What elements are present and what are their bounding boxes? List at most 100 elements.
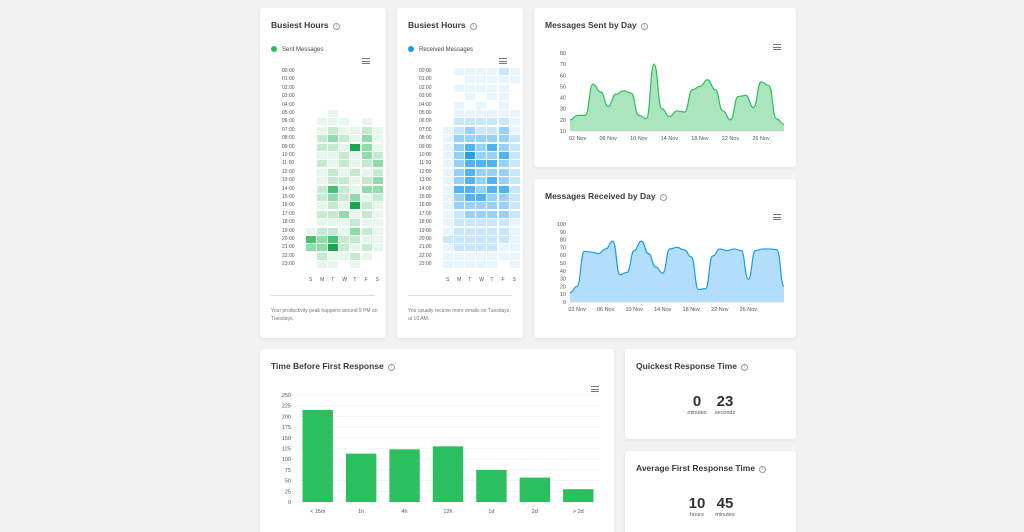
heatmap-cell[interactable] bbox=[509, 185, 520, 193]
heatmap-cell[interactable] bbox=[372, 261, 383, 269]
heatmap-cell[interactable] bbox=[361, 68, 372, 75]
heatmap-cell[interactable] bbox=[372, 84, 383, 92]
heatmap-cell[interactable] bbox=[306, 236, 316, 243]
heatmap-cell[interactable] bbox=[487, 152, 498, 159]
heatmap-cell[interactable] bbox=[350, 84, 361, 92]
heatmap-cell[interactable] bbox=[372, 110, 383, 117]
heatmap-cell[interactable] bbox=[372, 101, 383, 109]
heatmap-cell[interactable] bbox=[487, 135, 498, 143]
heatmap-cell[interactable] bbox=[361, 101, 372, 109]
heatmap-cell[interactable] bbox=[361, 219, 372, 227]
heatmap-cell[interactable] bbox=[454, 194, 465, 201]
heatmap-cell[interactable] bbox=[339, 252, 350, 260]
heatmap-cell[interactable] bbox=[361, 177, 372, 185]
info-icon[interactable]: i bbox=[469, 23, 477, 30]
heatmap-cell[interactable] bbox=[454, 118, 465, 126]
heatmap-cell[interactable] bbox=[487, 244, 498, 252]
heatmap-cell[interactable] bbox=[487, 168, 498, 176]
heatmap-cell[interactable] bbox=[498, 227, 509, 235]
heatmap-cell[interactable] bbox=[509, 244, 520, 252]
info-icon[interactable]: i bbox=[640, 23, 648, 30]
heatmap-cell[interactable] bbox=[306, 194, 316, 201]
heatmap-cell[interactable] bbox=[372, 143, 383, 151]
heatmap-cell[interactable] bbox=[339, 194, 350, 201]
heatmap-cell[interactable] bbox=[339, 244, 350, 252]
heatmap-cell[interactable] bbox=[509, 101, 520, 109]
heatmap-cell[interactable] bbox=[487, 236, 498, 243]
heatmap-cell[interactable] bbox=[509, 236, 520, 243]
heatmap-cell[interactable] bbox=[454, 202, 465, 210]
heatmap-cell[interactable] bbox=[361, 76, 372, 84]
heatmap-cell[interactable] bbox=[443, 252, 453, 260]
heatmap-cell[interactable] bbox=[454, 152, 465, 159]
heatmap-cell[interactable] bbox=[350, 177, 361, 185]
menu-icon[interactable] bbox=[773, 44, 781, 50]
heatmap-cell[interactable] bbox=[350, 110, 361, 117]
heatmap-cell[interactable] bbox=[361, 110, 372, 117]
heatmap-cell[interactable] bbox=[328, 194, 339, 201]
heatmap-cell[interactable] bbox=[476, 177, 487, 185]
heatmap-cell[interactable] bbox=[339, 84, 350, 92]
heatmap-cell[interactable] bbox=[476, 168, 487, 176]
heatmap-cell[interactable] bbox=[465, 202, 476, 210]
heatmap-cell[interactable] bbox=[339, 185, 350, 193]
heatmap-cell[interactable] bbox=[443, 219, 453, 227]
legend-received[interactable]: Received Messages bbox=[408, 46, 473, 53]
heatmap-cell[interactable] bbox=[476, 261, 487, 269]
heatmap-cell[interactable] bbox=[476, 143, 487, 151]
heatmap-cell[interactable] bbox=[498, 168, 509, 176]
heatmap-cell[interactable] bbox=[372, 244, 383, 252]
heatmap-cell[interactable] bbox=[328, 84, 339, 92]
heatmap-cell[interactable] bbox=[498, 143, 509, 151]
heatmap-cell[interactable] bbox=[465, 168, 476, 176]
heatmap-cell[interactable] bbox=[487, 219, 498, 227]
heatmap-cell[interactable] bbox=[306, 101, 316, 109]
heatmap-cell[interactable] bbox=[454, 227, 465, 235]
heatmap-cell[interactable] bbox=[361, 210, 372, 218]
heatmap-cell[interactable] bbox=[509, 68, 520, 75]
heatmap-cell[interactable] bbox=[306, 152, 316, 159]
heatmap-cell[interactable] bbox=[328, 126, 339, 134]
heatmap-cell[interactable] bbox=[465, 135, 476, 143]
heatmap-cell[interactable] bbox=[509, 219, 520, 227]
heatmap-cell[interactable] bbox=[361, 194, 372, 201]
heatmap-cell[interactable] bbox=[509, 261, 520, 269]
heatmap-cell[interactable] bbox=[317, 152, 328, 159]
heatmap-cell[interactable] bbox=[487, 227, 498, 235]
heatmap-cell[interactable] bbox=[487, 261, 498, 269]
heatmap-cell[interactable] bbox=[476, 152, 487, 159]
heatmap-cell[interactable] bbox=[339, 168, 350, 176]
heatmap-cell[interactable] bbox=[476, 135, 487, 143]
heatmap-cell[interactable] bbox=[339, 143, 350, 151]
heatmap-cell[interactable] bbox=[350, 152, 361, 159]
heatmap-cell[interactable] bbox=[372, 93, 383, 101]
info-icon[interactable]: i bbox=[759, 466, 767, 473]
heatmap-cell[interactable] bbox=[487, 93, 498, 101]
heatmap-cell[interactable] bbox=[361, 84, 372, 92]
heatmap-cell[interactable] bbox=[454, 261, 465, 269]
heatmap-cell[interactable] bbox=[476, 252, 487, 260]
heatmap-cell[interactable] bbox=[454, 219, 465, 227]
heatmap-cell[interactable] bbox=[328, 185, 339, 193]
heatmap-cell[interactable] bbox=[328, 101, 339, 109]
heatmap-cell[interactable] bbox=[372, 118, 383, 126]
heatmap-cell[interactable] bbox=[328, 135, 339, 143]
heatmap-cell[interactable] bbox=[443, 68, 453, 75]
heatmap-cell[interactable] bbox=[350, 76, 361, 84]
heatmap-cell[interactable] bbox=[372, 227, 383, 235]
heatmap-cell[interactable] bbox=[328, 244, 339, 252]
heatmap-cell[interactable] bbox=[372, 68, 383, 75]
info-icon[interactable]: i bbox=[659, 194, 667, 201]
heatmap-cell[interactable] bbox=[509, 84, 520, 92]
heatmap-cell[interactable] bbox=[350, 126, 361, 134]
heatmap-cell[interactable] bbox=[350, 185, 361, 193]
heatmap-cell[interactable] bbox=[328, 152, 339, 159]
heatmap-cell[interactable] bbox=[372, 76, 383, 84]
legend-sent[interactable]: Sent Messages bbox=[271, 46, 323, 53]
heatmap-cell[interactable] bbox=[476, 84, 487, 92]
heatmap-cell[interactable] bbox=[498, 210, 509, 218]
heatmap-cell[interactable] bbox=[454, 101, 465, 109]
heatmap-cell[interactable] bbox=[443, 202, 453, 210]
heatmap-cell[interactable] bbox=[328, 68, 339, 75]
info-icon[interactable]: i bbox=[332, 23, 340, 30]
